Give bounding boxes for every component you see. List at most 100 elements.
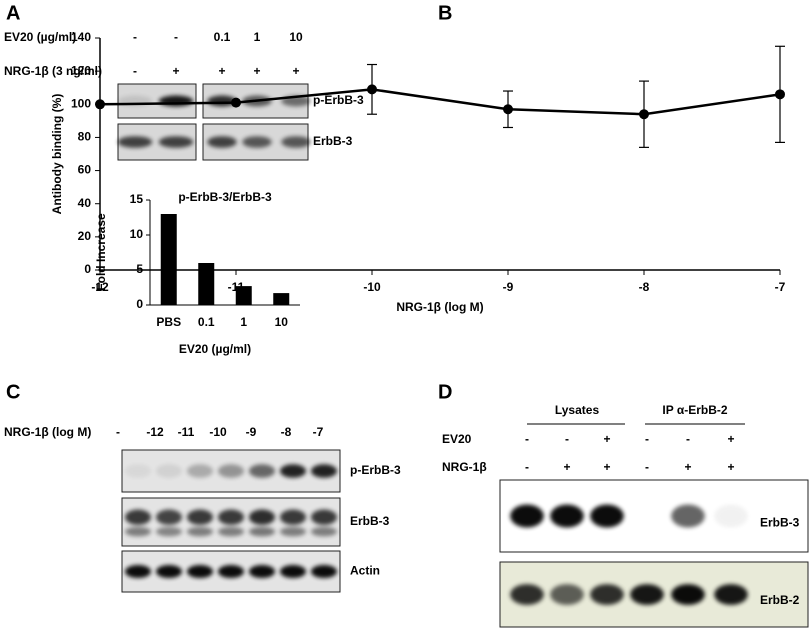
- x-tick-label: PBS: [156, 315, 181, 329]
- row-cell: +: [603, 432, 610, 446]
- y-axis-label: Fold Increase: [94, 213, 108, 291]
- band: [217, 526, 245, 537]
- point: [367, 84, 377, 95]
- row-label: NRG-1β (3 ng/ml): [4, 64, 102, 78]
- blot-label: ErbB-3: [350, 514, 390, 528]
- point: [231, 97, 241, 108]
- band: [248, 464, 276, 478]
- y-tick-label: 100: [71, 96, 91, 110]
- band: [124, 526, 152, 537]
- y-tick-label: 0: [136, 297, 143, 311]
- band: [714, 584, 748, 605]
- row-label: EV20 (µg/ml): [4, 30, 76, 44]
- band: [279, 509, 307, 525]
- x-tick-label: 0.1: [198, 315, 215, 329]
- point: [639, 109, 649, 120]
- row-cell: +: [684, 460, 691, 474]
- band: [186, 564, 214, 579]
- row-label: EV20: [442, 432, 472, 446]
- panel-letter: D: [438, 381, 452, 403]
- band: [124, 464, 152, 478]
- band: [310, 564, 338, 579]
- bar: [235, 286, 252, 305]
- band: [207, 136, 237, 148]
- bar: [198, 263, 215, 305]
- x-tick-label: -8: [639, 280, 650, 294]
- row-cell: 10: [289, 30, 303, 44]
- blot-label: p-ErbB-3: [350, 463, 401, 477]
- row-label: NRG-1β (log M): [4, 425, 91, 439]
- column-label: -7: [313, 425, 324, 439]
- row-cell: -: [645, 460, 649, 474]
- y-tick-label: 140: [71, 30, 91, 44]
- row-cell: 1: [254, 30, 261, 44]
- band: [158, 95, 194, 107]
- band: [590, 584, 624, 605]
- column-label: -8: [281, 425, 292, 439]
- row-cell: +: [727, 432, 734, 446]
- bar: [273, 293, 290, 305]
- band: [117, 136, 153, 148]
- band: [124, 509, 152, 525]
- blot: [499, 479, 809, 553]
- band: [155, 464, 183, 478]
- row-label: NRG-1β: [442, 460, 487, 474]
- blot-label: ErbB-3: [760, 515, 800, 529]
- y-tick-label: 120: [71, 63, 91, 77]
- band: [186, 509, 214, 525]
- y-tick-label: 60: [78, 163, 92, 177]
- blot-label: p-ErbB-3: [313, 93, 364, 107]
- row-cell: -: [133, 30, 137, 44]
- panel-letter: A: [6, 2, 20, 24]
- y-tick-label: 40: [78, 196, 92, 210]
- band: [242, 136, 272, 148]
- x-tick-label: -10: [363, 280, 381, 294]
- group-label: Lysates: [555, 403, 600, 417]
- band: [310, 526, 338, 537]
- band: [671, 504, 705, 528]
- band: [248, 509, 276, 525]
- chart-title: p-ErbB-3/ErbB-3: [178, 190, 272, 204]
- column-label: -10: [209, 425, 227, 439]
- row-cell: +: [253, 64, 260, 78]
- band: [590, 504, 624, 528]
- x-tick-label: -12: [91, 280, 109, 294]
- band: [248, 526, 276, 537]
- column-label: -11: [178, 425, 195, 439]
- band: [186, 464, 214, 478]
- row-cell: -: [565, 432, 569, 446]
- row-cell: -: [174, 30, 178, 44]
- y-tick-label: 0: [84, 262, 91, 276]
- band: [155, 564, 183, 579]
- bar: [160, 214, 177, 305]
- band: [281, 136, 311, 148]
- x-tick-label: 10: [275, 315, 289, 329]
- row-cell: +: [292, 64, 299, 78]
- y-tick-label: 80: [78, 130, 92, 144]
- row-cell: 0.1: [214, 30, 231, 44]
- blot: [121, 497, 341, 547]
- band: [158, 136, 194, 148]
- point: [503, 104, 513, 115]
- row-cell: -: [525, 432, 529, 446]
- blot-label: Actin: [350, 564, 380, 578]
- band: [279, 464, 307, 478]
- row-cell: +: [727, 460, 734, 474]
- band: [217, 509, 245, 525]
- point: [775, 89, 785, 100]
- band: [155, 526, 183, 537]
- row-cell: +: [563, 460, 570, 474]
- column-label: -9: [246, 425, 257, 439]
- row-cell: -: [525, 460, 529, 474]
- column-label: -12: [146, 425, 164, 439]
- x-axis-label: NRG-1β (log M): [396, 300, 483, 314]
- band: [630, 584, 664, 605]
- x-tick-label: -11: [228, 280, 245, 294]
- band: [248, 564, 276, 579]
- y-tick-label: 10: [130, 227, 144, 241]
- x-tick-label: -9: [503, 280, 514, 294]
- band: [310, 509, 338, 525]
- row-cell: -: [686, 432, 690, 446]
- blot-label: ErbB-3: [313, 134, 353, 148]
